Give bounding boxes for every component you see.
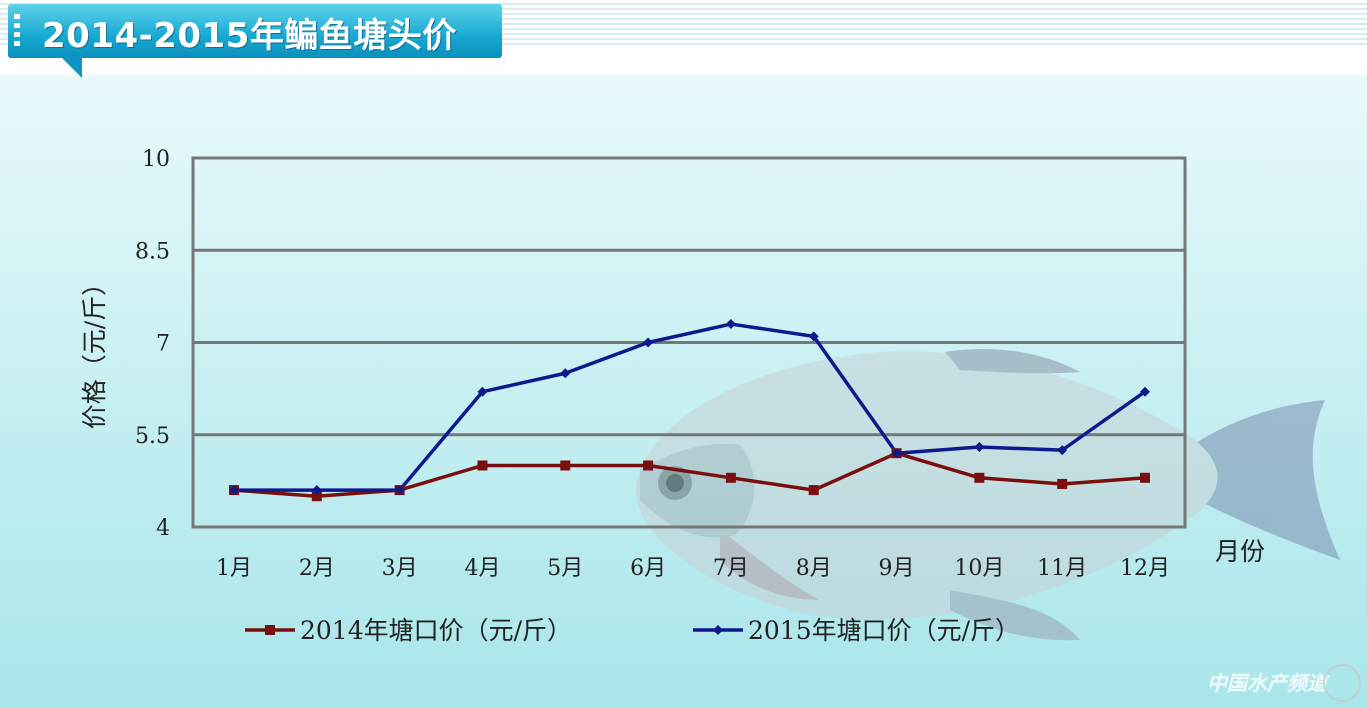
- plot-frame: [191, 156, 1187, 529]
- data-point-0: [643, 460, 654, 471]
- data-point-1: [477, 386, 488, 397]
- x-tick-label: 6月: [630, 556, 666, 581]
- x-tick-label: 12月: [1120, 556, 1170, 581]
- data-point-0: [560, 460, 571, 471]
- title-dots-decoration: [14, 14, 20, 50]
- x-tick-label: 5月: [547, 556, 583, 581]
- series-lines: [233, 322, 1147, 498]
- title-banner: [8, 4, 502, 58]
- data-point-0: [808, 485, 819, 496]
- y-tick-label: 4: [156, 516, 170, 541]
- x-axis-label: 月份: [1215, 537, 1265, 566]
- legend-marker: [713, 625, 723, 635]
- data-point-0: [725, 472, 736, 483]
- data-point-1: [1057, 445, 1068, 456]
- data-point-0: [1057, 478, 1068, 489]
- data-point-1: [974, 442, 985, 453]
- data-point-1: [643, 337, 654, 348]
- series-line-1: [234, 322, 1147, 492]
- globe-icon: [1323, 664, 1361, 702]
- x-tick-label: 4月: [464, 556, 500, 581]
- x-tick-label: 3月: [382, 556, 418, 581]
- data-point-0: [477, 460, 488, 471]
- data-point-1: [808, 331, 819, 342]
- data-point-1: [560, 368, 571, 379]
- x-tick-label: 1月: [216, 556, 252, 581]
- y-tick-label: 8.5: [135, 239, 170, 264]
- legend-label: 2015年塘口价（元/斤）: [748, 616, 1020, 645]
- data-point-0: [1140, 472, 1150, 483]
- data-point-0: [311, 491, 322, 502]
- data-point-1: [891, 448, 902, 459]
- x-axis-ticks: 1月 2月 3月 4月 5月 6月 7月 8月 9月 10月 11月 12月: [216, 556, 1170, 581]
- y-axis-label: 价格（元/斤）: [80, 271, 109, 429]
- legend-marker: [265, 625, 275, 635]
- data-point-1: [394, 485, 405, 496]
- y-tick-label: 10: [142, 147, 170, 172]
- page-title: 2014-2015年鳊鱼塘头价: [42, 16, 457, 56]
- x-tick-label: 7月: [713, 556, 749, 581]
- data-point-1: [1140, 386, 1150, 397]
- data-point-1: [311, 485, 322, 496]
- title-banner-tail: [60, 56, 82, 78]
- y-tick-label: 5.5: [135, 424, 170, 449]
- y-tick-label: 7: [156, 332, 170, 357]
- watermark-logo: 中国水产频道: [1207, 671, 1327, 695]
- chart-legend: 2014年塘口价（元/斤） 2015年塘口价（元/斤）: [245, 616, 1020, 645]
- x-tick-label: 8月: [796, 556, 832, 581]
- legend-label: 2014年塘口价（元/斤）: [300, 616, 572, 645]
- fish-illustration: [636, 349, 1340, 641]
- data-point-1: [725, 319, 736, 330]
- x-tick-label: 11月: [1037, 556, 1087, 581]
- series-markers: [229, 319, 1150, 502]
- x-tick-label: 9月: [879, 556, 915, 581]
- data-point-0: [974, 472, 985, 483]
- y-axis-ticks: 4 5.5 7 8.5 10: [135, 147, 170, 541]
- data-point-1: [229, 485, 239, 496]
- x-tick-label: 10月: [954, 556, 1004, 581]
- x-tick-label: 2月: [299, 556, 335, 581]
